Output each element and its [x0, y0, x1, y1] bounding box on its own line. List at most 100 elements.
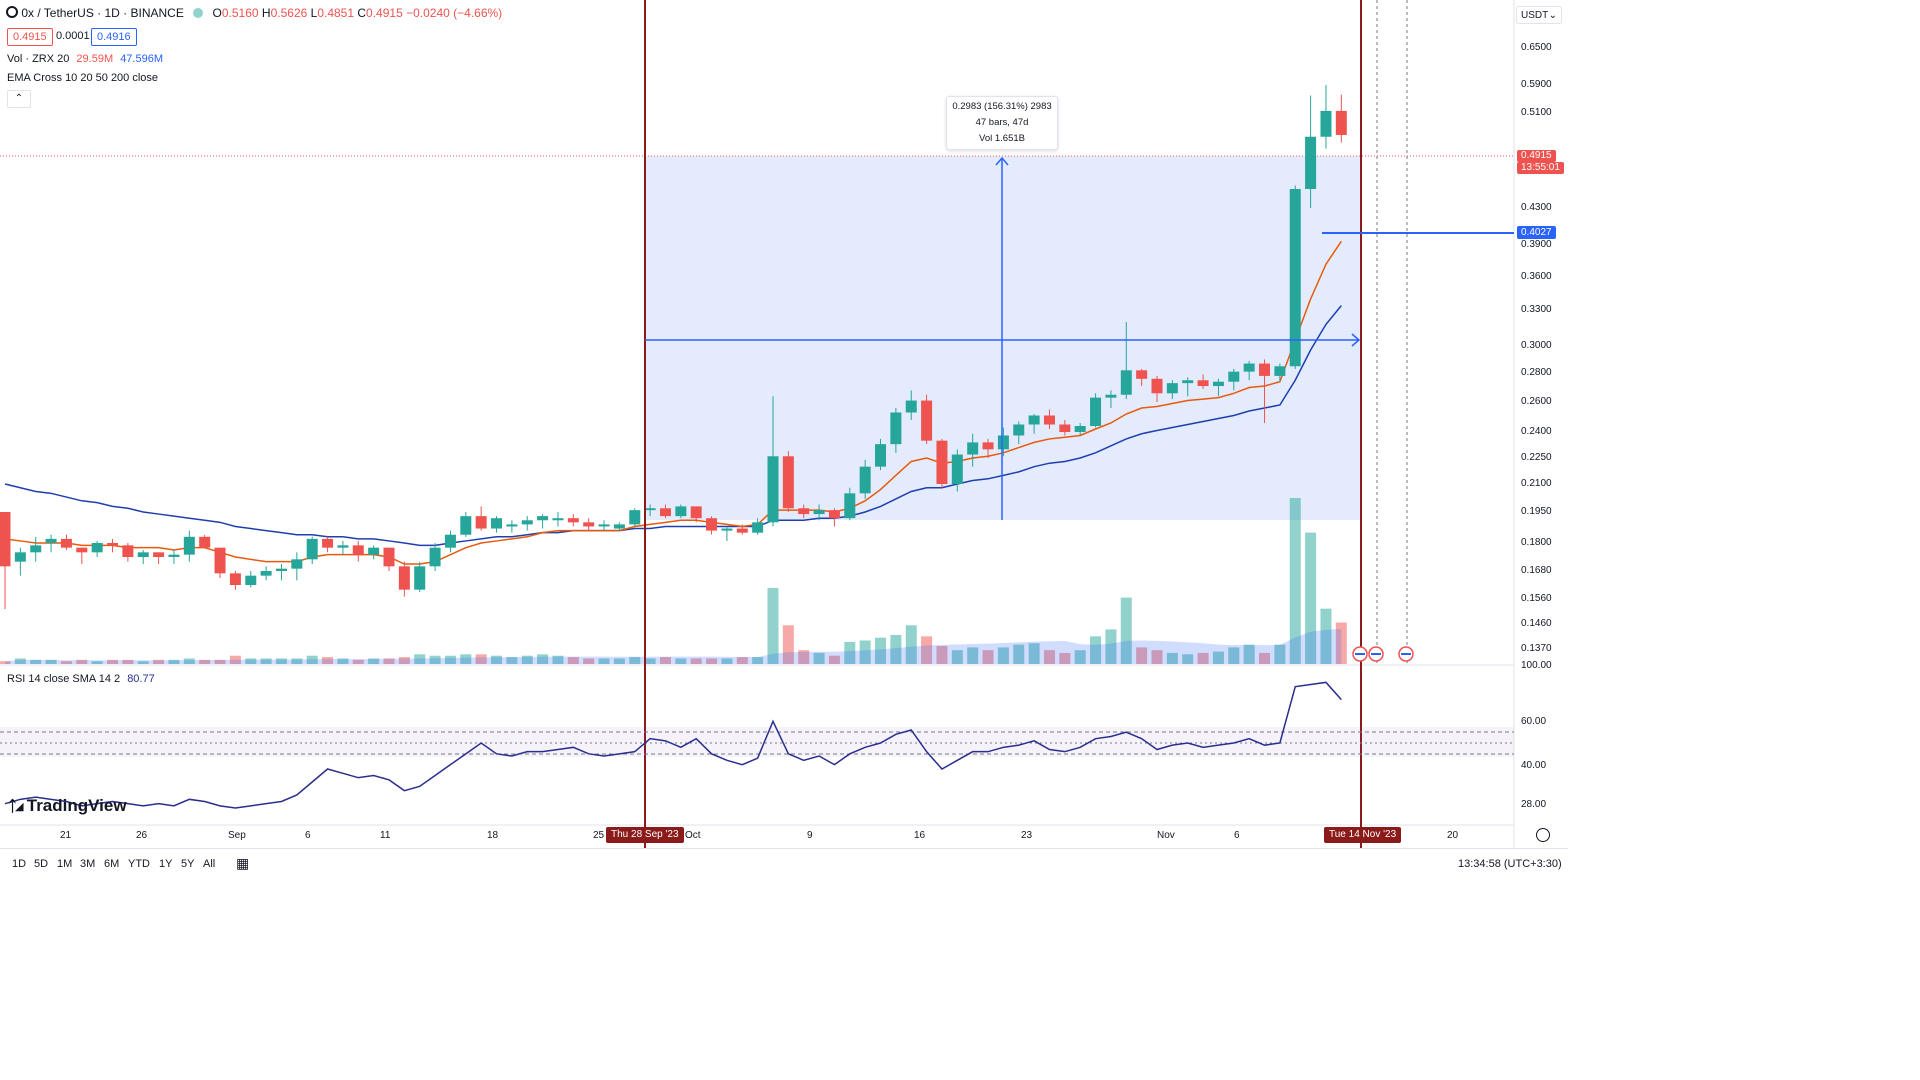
candle-body [1274, 366, 1286, 376]
price-tick-label: 0.4300 [1521, 202, 1552, 213]
volume-bar [752, 657, 764, 664]
volume-bar [706, 658, 718, 664]
market-status-icon[interactable] [193, 8, 204, 18]
volume-bar [997, 647, 1009, 664]
volume-bar [506, 657, 518, 664]
candle-body [1259, 363, 1271, 376]
tradingview-watermark[interactable]: ᛏ◢ TradingView [8, 796, 127, 816]
rsi-tick-label: 60.00 [1521, 716, 1547, 727]
candle-body [767, 456, 779, 523]
candle-body [997, 435, 1009, 450]
volume-bar [1059, 652, 1071, 664]
buy-price-button[interactable]: 0.4916 [91, 28, 137, 46]
timeframe-button[interactable]: 3M [80, 858, 96, 870]
candle-body [613, 524, 625, 529]
volume-bar [214, 659, 226, 664]
currency-select[interactable]: USDT ⌄ [1516, 6, 1562, 24]
candle-body [659, 508, 671, 517]
candle-body [1182, 380, 1194, 384]
candle-body [1074, 426, 1086, 432]
rsi-tick-label: 100.00 [1521, 660, 1552, 671]
symbol-legend[interactable]: 0x / TetherUS · 1D · BINANCE O0.5160 H0.… [6, 6, 502, 20]
rsi-legend[interactable]: RSI 14 close SMA 14 2 80.77 [7, 673, 155, 685]
candle-body [368, 547, 380, 555]
candle-body [736, 528, 748, 533]
candle-body [951, 454, 963, 484]
timeframe-button[interactable]: All [203, 858, 216, 870]
candle-body [229, 573, 241, 585]
volume-bar [183, 658, 195, 664]
candle-body [14, 552, 26, 562]
clock-timezone[interactable]: 13:34:58 (UTC+3:30) [1458, 858, 1562, 870]
time-tick-label: 23 [1021, 830, 1033, 841]
volume-bar [1074, 650, 1086, 664]
chevron-up-icon: ⌃ [14, 93, 24, 104]
price-chart[interactable] [0, 0, 1568, 848]
timeframe-button[interactable]: 5Y [181, 858, 195, 870]
ohlc-o-label: O [212, 6, 222, 20]
volume-bar [1013, 644, 1025, 664]
candle-body [537, 516, 549, 521]
volume-bar [45, 659, 57, 664]
settings-gear-icon[interactable] [1536, 828, 1550, 842]
price-tick-label: 0.3600 [1521, 271, 1552, 282]
candle-body [828, 510, 840, 519]
volume-bar [552, 655, 564, 664]
volume-bar [475, 654, 487, 664]
bottom-toolbar: 1D 5D 1M 3M 6M YTD 1Y 5Y All ▦ 13:34:58 (UTC+3:3… [0, 848, 1568, 883]
date-range-calendar-icon[interactable]: ▦ [236, 855, 250, 871]
volume-bar [951, 650, 963, 664]
time-tick-label: 26 [136, 830, 148, 841]
ema-slow-line [4, 305, 1342, 547]
volume-bar [736, 657, 748, 664]
last-price-label: 0.4915 [1517, 150, 1556, 162]
candle-body [1289, 189, 1301, 367]
candle-body [1228, 371, 1240, 382]
measure-volume: Vol 1.651B [979, 133, 1025, 144]
volume-bar [629, 657, 641, 664]
symbol-title[interactable]: 0x / TetherUS · 1D · BINANCE [21, 6, 184, 20]
timeframe-button[interactable]: 6M [104, 858, 120, 870]
candle-body [214, 547, 226, 574]
candle-body [1320, 110, 1332, 137]
candle-body [153, 552, 165, 557]
time-cursor-right: Tue 14 Nov '23 [1324, 827, 1402, 843]
candle-body [890, 412, 902, 445]
candle-body [936, 440, 948, 484]
candle-body [1151, 378, 1163, 394]
volume-bar [521, 655, 533, 664]
candle-body [444, 534, 456, 548]
candle-body [690, 506, 702, 519]
timeframe-button[interactable]: 1D [12, 858, 27, 870]
candles [0, 85, 1347, 609]
volume-bar [1305, 532, 1317, 664]
timeframe-button[interactable]: 1Y [159, 858, 173, 870]
candle-body [521, 520, 533, 525]
collapse-legend-button[interactable]: ⌃ [7, 90, 31, 108]
candle-body [1305, 136, 1317, 189]
time-tick-label: Sep [228, 830, 246, 841]
time-tick-label: 11 [380, 830, 391, 841]
candle-body [91, 543, 103, 553]
timeframe-button[interactable]: 5D [34, 858, 49, 870]
timeframe-button[interactable]: 1M [57, 858, 73, 870]
candle-body [1120, 370, 1132, 395]
volume-bar [1136, 647, 1148, 664]
volume-bar [1212, 651, 1224, 664]
volume-bar [1166, 652, 1178, 664]
sell-price-button[interactable]: 0.4915 [7, 28, 53, 46]
timeframe-button[interactable]: YTD [128, 858, 150, 870]
volume-bar [398, 657, 410, 664]
time-tick-label: 6 [1234, 830, 1240, 841]
candle-body [260, 571, 272, 576]
time-tick-label: Nov [1157, 830, 1175, 841]
volume-bar [168, 659, 180, 664]
volume-bar [352, 659, 364, 664]
volume-bar [675, 658, 687, 664]
candle-body [1043, 415, 1055, 425]
candle-body [45, 538, 57, 543]
candle-body [414, 566, 426, 590]
ema-legend[interactable]: EMA Cross 10 20 50 200 close [7, 72, 159, 84]
volume-legend[interactable]: Vol · ZRX 20 29.59M 47.596M [7, 53, 163, 65]
rsi-tick-label: 28.00 [1521, 799, 1547, 810]
